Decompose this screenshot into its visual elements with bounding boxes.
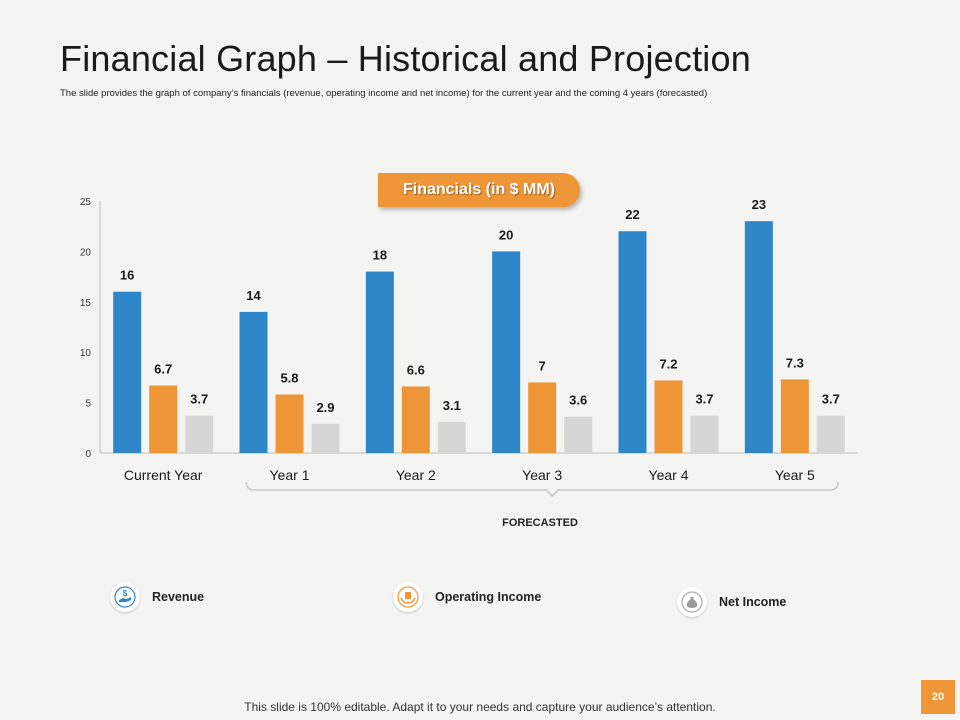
data-label: 6.7 bbox=[154, 361, 172, 376]
data-label: 3.6 bbox=[569, 393, 587, 408]
legend-operating-income-label: Operating Income bbox=[435, 590, 542, 604]
data-label: 3.7 bbox=[190, 392, 208, 407]
y-tick-label: 0 bbox=[85, 449, 91, 460]
bar-net-income bbox=[185, 415, 214, 453]
bar-operating-income bbox=[780, 379, 809, 453]
legend-operating-income: Operating Income bbox=[393, 582, 541, 612]
x-category-label: Year 2 bbox=[396, 467, 436, 483]
data-label: 7.2 bbox=[659, 356, 677, 371]
data-label: 3.1 bbox=[443, 398, 461, 413]
data-label: 5.8 bbox=[280, 371, 298, 386]
legend-net-income-label: Net Income bbox=[719, 595, 787, 609]
data-label: 16 bbox=[120, 268, 134, 283]
legend-revenue: $ Revenue bbox=[110, 582, 204, 612]
svg-text:$: $ bbox=[123, 589, 128, 598]
y-tick-label: 5 bbox=[85, 399, 91, 410]
legend-revenue-label: Revenue bbox=[152, 590, 205, 604]
x-category-label: Year 3 bbox=[522, 467, 562, 483]
y-tick-label: 10 bbox=[80, 348, 92, 359]
data-label: 3.7 bbox=[695, 392, 713, 407]
data-label: 23 bbox=[752, 197, 766, 212]
bar-net-income bbox=[311, 423, 340, 453]
bar-operating-income bbox=[654, 380, 683, 453]
bar-operating-income bbox=[149, 385, 178, 453]
money-bag-icon bbox=[677, 587, 707, 617]
forecast-bracket bbox=[245, 481, 839, 498]
bar-net-income bbox=[690, 415, 719, 453]
y-tick-label: 25 bbox=[80, 197, 92, 208]
x-category-label: Current Year bbox=[124, 467, 203, 483]
data-label: 2.9 bbox=[316, 400, 334, 415]
bar-net-income bbox=[816, 415, 845, 453]
bar-operating-income bbox=[275, 394, 304, 453]
footer-note: This slide is 100% editable. Adapt it to… bbox=[244, 700, 716, 714]
bar-revenue bbox=[492, 251, 521, 453]
bar-revenue bbox=[113, 291, 142, 453]
data-label: 7 bbox=[539, 358, 546, 373]
bar-operating-income bbox=[401, 386, 430, 453]
bar-revenue bbox=[618, 231, 647, 453]
page-number: 20 bbox=[921, 680, 955, 714]
bar-net-income bbox=[437, 421, 466, 453]
chart-title-badge: Financials (in $ MM) bbox=[378, 173, 580, 207]
forecasted-label: FORECASTED bbox=[502, 517, 578, 529]
bar-revenue bbox=[239, 311, 268, 453]
hand-dollar-icon: $ bbox=[110, 582, 140, 612]
data-label: 14 bbox=[246, 288, 261, 303]
x-category-label: Year 4 bbox=[649, 467, 689, 483]
data-label: 22 bbox=[625, 207, 639, 222]
bar-revenue bbox=[365, 271, 394, 453]
data-label: 3.7 bbox=[822, 392, 840, 407]
page-title: Financial Graph – Historical and Project… bbox=[60, 38, 751, 79]
y-tick-label: 15 bbox=[80, 298, 92, 309]
data-label: 6.6 bbox=[407, 362, 425, 377]
legend-net-income: Net Income bbox=[677, 587, 786, 617]
x-category-label: Year 1 bbox=[270, 467, 310, 483]
money-hands-icon bbox=[393, 582, 423, 612]
bar-revenue bbox=[744, 221, 773, 453]
bar-operating-income bbox=[528, 382, 557, 453]
data-label: 18 bbox=[373, 248, 387, 263]
y-tick-label: 20 bbox=[80, 247, 92, 258]
data-label: 20 bbox=[499, 227, 513, 242]
data-label: 7.3 bbox=[786, 355, 804, 370]
page-subtitle: The slide provides the graph of company’… bbox=[60, 88, 708, 99]
x-category-label: Year 5 bbox=[775, 467, 815, 483]
bar-net-income bbox=[564, 416, 593, 453]
